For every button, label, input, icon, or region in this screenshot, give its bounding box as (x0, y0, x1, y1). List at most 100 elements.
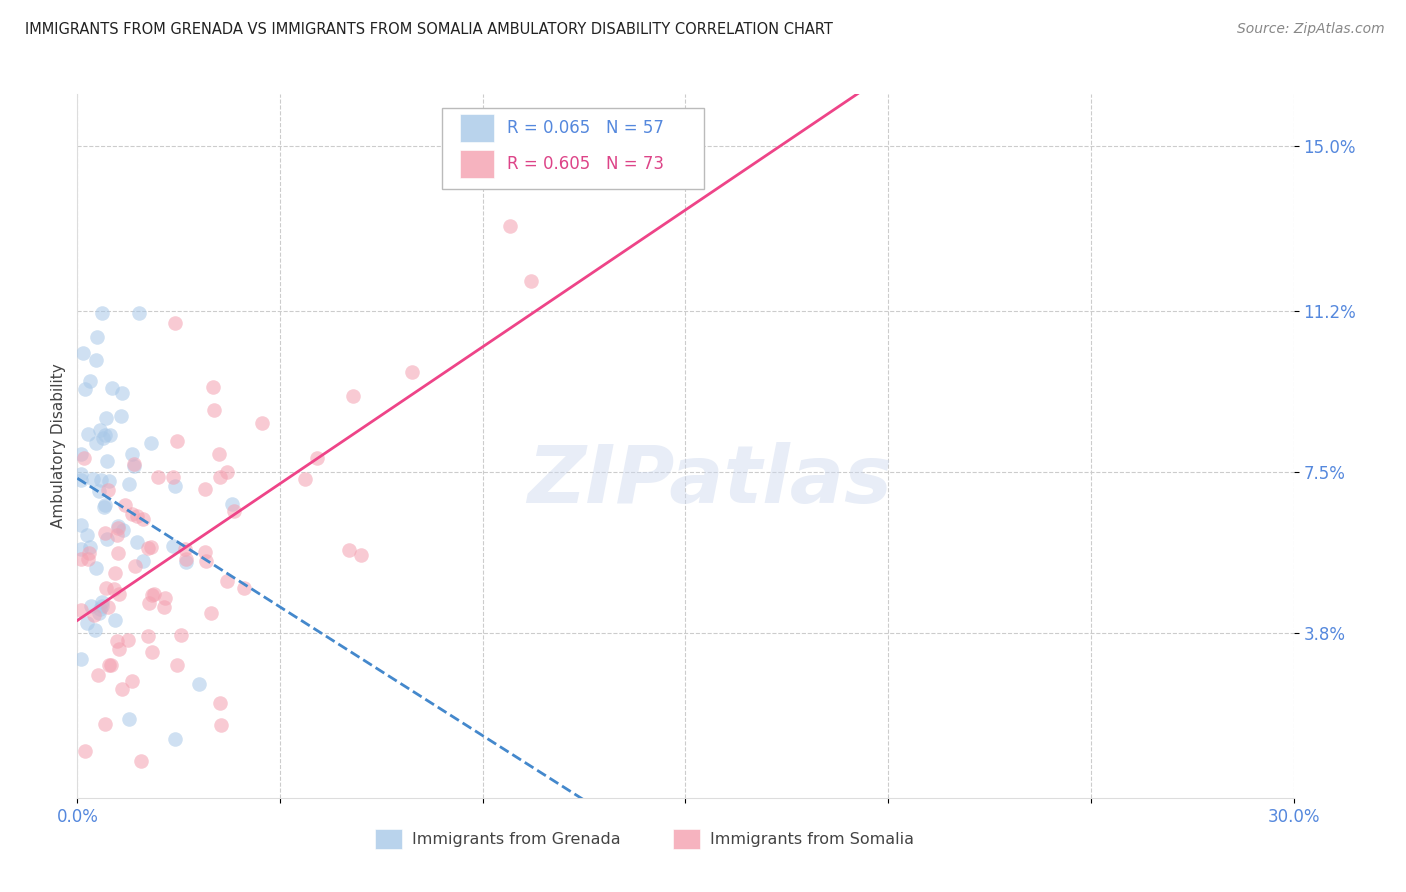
Point (77, 427, 100, 442)
Point (209, 718, 232, 732)
Y-axis label: Ambulatory Disability: Ambulatory Disability (51, 364, 66, 528)
Point (87, 606, 110, 620)
Text: IMMIGRANTS FROM GRENADA VS IMMIGRANTS FROM SOMALIA AMBULATORY DISABILITY CORRELA: IMMIGRANTS FROM GRENADA VS IMMIGRANTS FR… (25, 22, 834, 37)
Point (499, 219, 522, 234)
Point (108, 587, 131, 601)
Point (77, 546, 100, 560)
Point (187, 677, 209, 691)
Point (94, 498, 117, 512)
Point (520, 275, 543, 289)
Point (194, 482, 217, 496)
FancyBboxPatch shape (375, 830, 402, 849)
Point (162, 539, 184, 553)
Point (195, 554, 218, 568)
Point (84, 436, 107, 450)
Point (111, 681, 134, 696)
Point (70, 652, 93, 666)
Point (89, 602, 111, 616)
Point (107, 521, 129, 535)
Point (121, 674, 143, 689)
Point (173, 541, 195, 556)
Point (84, 561, 107, 575)
Point (77, 552, 100, 566)
Text: Immigrants from Grenada: Immigrants from Grenada (412, 831, 620, 847)
Point (93, 428, 115, 442)
Point (70, 603, 93, 617)
FancyBboxPatch shape (673, 830, 700, 849)
Point (94, 582, 117, 596)
Point (97, 475, 120, 489)
Point (70, 541, 93, 556)
FancyBboxPatch shape (441, 108, 703, 189)
Point (96, 533, 118, 547)
Point (294, 472, 316, 486)
Point (221, 497, 243, 511)
Point (98, 427, 121, 442)
Point (105, 528, 128, 542)
Point (72, 346, 94, 360)
Point (124, 558, 146, 573)
Point (222, 504, 245, 518)
Text: Immigrants from Somalia: Immigrants from Somalia (710, 831, 914, 847)
Point (76, 528, 98, 542)
Point (101, 381, 124, 395)
Point (342, 389, 364, 403)
Text: ZIPatlas: ZIPatlas (527, 442, 893, 520)
Point (94, 526, 117, 541)
Point (105, 633, 128, 648)
Point (98, 658, 121, 673)
Point (146, 470, 169, 484)
Point (139, 541, 162, 555)
Point (209, 696, 232, 710)
Point (200, 606, 222, 620)
Point (166, 434, 188, 449)
Point (174, 555, 197, 569)
Point (118, 476, 141, 491)
Point (80, 599, 103, 613)
Point (217, 574, 239, 588)
Point (163, 316, 186, 330)
Point (94, 411, 117, 425)
Point (70, 473, 93, 487)
Point (174, 552, 197, 566)
Point (103, 613, 125, 627)
Point (118, 713, 141, 727)
Text: R = 0.065   N = 57: R = 0.065 N = 57 (506, 120, 664, 137)
Point (86, 330, 108, 344)
Text: R = 0.605   N = 73: R = 0.605 N = 73 (506, 155, 664, 173)
Point (401, 365, 423, 379)
Point (90, 306, 112, 320)
Point (112, 523, 135, 537)
Point (337, 543, 360, 558)
Point (73, 744, 96, 758)
Point (82, 472, 104, 486)
Point (97, 483, 120, 497)
Point (114, 498, 136, 512)
Point (141, 588, 163, 602)
Point (305, 450, 328, 465)
Point (84, 623, 107, 637)
Point (143, 587, 166, 601)
Point (202, 380, 225, 394)
Point (91, 595, 114, 609)
Point (100, 658, 122, 673)
Point (153, 599, 176, 614)
Point (194, 544, 217, 558)
Point (125, 534, 148, 549)
Point (350, 548, 373, 562)
Point (73, 451, 96, 466)
Point (107, 546, 129, 560)
Point (138, 596, 160, 610)
FancyBboxPatch shape (460, 114, 495, 143)
Point (87, 483, 110, 498)
Point (108, 641, 131, 656)
Point (166, 658, 188, 673)
Point (76, 615, 98, 630)
Text: Source: ZipAtlas.com: Source: ZipAtlas.com (1237, 22, 1385, 37)
Point (110, 409, 132, 424)
Point (204, 403, 226, 417)
Point (129, 754, 152, 768)
Point (121, 507, 143, 521)
Point (117, 633, 139, 648)
Point (93, 500, 115, 514)
